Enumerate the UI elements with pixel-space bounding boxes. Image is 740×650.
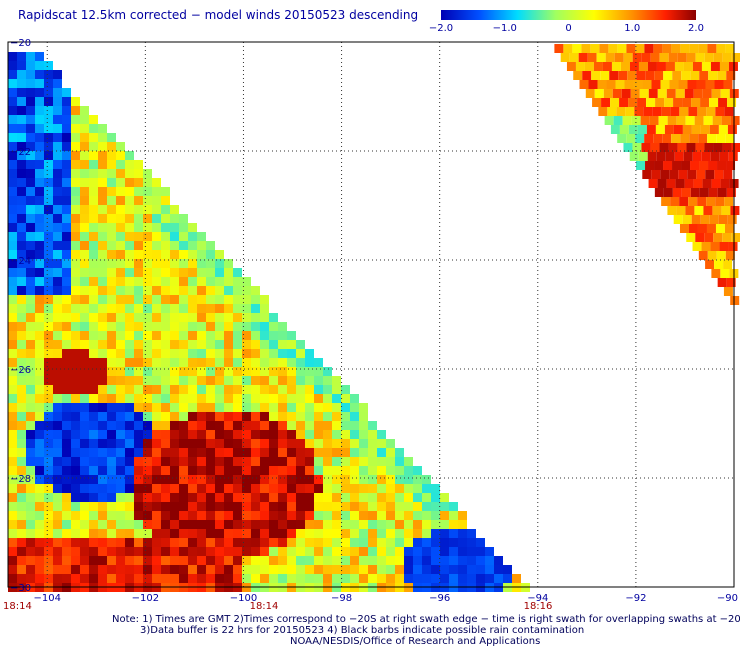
lon-tick-label: −104 — [34, 593, 61, 604]
colorbar-tick-label: 1.0 — [624, 23, 640, 34]
colorbar — [441, 10, 696, 20]
time-label: 18:16 — [524, 601, 553, 612]
colorbar-tick-label: 0 — [565, 23, 571, 34]
time-label: 18:14 — [3, 601, 32, 612]
wind-swath-pixels — [8, 44, 740, 592]
lon-tick-label: −102 — [132, 593, 159, 604]
colorbar-gradient — [441, 10, 696, 20]
map-title: Rapidscat 12.5km corrected − model winds… — [18, 8, 419, 22]
axis-labels: −104 −102 −100 −98 −96 −94 −92 −90 −20 −22 −24 −26 −… — [3, 23, 738, 612]
time-label: 18:14 — [250, 601, 279, 612]
lat-tick-label: −22 — [10, 147, 31, 158]
lat-tick-label: −30 — [10, 583, 31, 594]
lat-lon-grid — [8, 42, 734, 587]
note-line-2: 3)Data buffer is 22 hrs for 20150523 4) … — [140, 625, 585, 636]
lat-tick-label: −20 — [10, 38, 31, 49]
lat-tick-label: −28 — [10, 474, 31, 485]
lon-tick-label: −94 — [527, 593, 548, 604]
lon-tick-label: −100 — [230, 593, 257, 604]
lon-tick-label: −96 — [429, 593, 450, 604]
lon-tick-label: −98 — [331, 593, 352, 604]
colorbar-tick-label: 2.0 — [688, 23, 704, 34]
lon-tick-label: −90 — [717, 593, 738, 604]
note-line-1: Note: 1) Times are GMT 2)Times correspon… — [112, 614, 740, 625]
lat-tick-label: −26 — [10, 365, 31, 376]
colorbar-tick-label: −1.0 — [493, 23, 517, 34]
lat-tick-label: −24 — [10, 256, 31, 267]
map-frame — [7, 41, 735, 588]
lon-tick-label: −92 — [625, 593, 646, 604]
colorbar-tick-label: −2.0 — [429, 23, 453, 34]
note-line-3: NOAA/NESDIS/Office of Research and Appli… — [290, 636, 541, 647]
